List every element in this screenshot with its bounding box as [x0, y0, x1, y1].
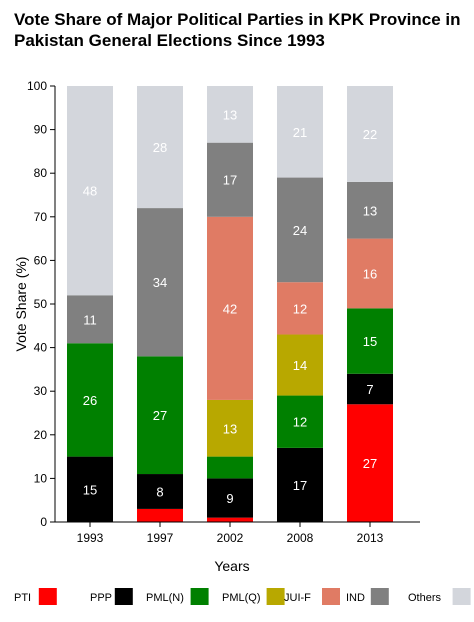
bar-pml-n-2013: [347, 373, 393, 405]
y-tick-label: 50: [34, 297, 48, 311]
data-label-pml-q-1993: 26: [83, 393, 97, 408]
legend-label-pml-n: PML(N): [146, 592, 184, 604]
data-label-others-2013: 13: [363, 203, 377, 218]
data-label-others-2002: 17: [223, 173, 237, 188]
y-tick-label: 10: [34, 471, 48, 485]
bar-others-1997: [137, 208, 183, 357]
data-label-jui-f-2002: 13: [223, 421, 237, 436]
data-label-others-light-1993: 48: [83, 184, 97, 199]
data-label-pml-n-2002: 9: [226, 491, 233, 506]
bar-ind-2008: [277, 282, 323, 335]
y-axis-title: Vote Share (%): [13, 257, 29, 352]
legend-label-pml-q: PML(Q): [222, 592, 261, 604]
bar-others-2013: [347, 181, 393, 239]
y-tick-label: 80: [34, 166, 48, 180]
x-tick-label-2013: 2013: [357, 531, 384, 545]
legend-label-pti: PTI: [14, 592, 31, 604]
data-label-ind-2002: 42: [223, 301, 237, 316]
data-label-pml-n-2008: 17: [293, 478, 307, 493]
data-label-others-light-1997: 28: [153, 140, 167, 155]
bar-pml-n-2008: [277, 447, 323, 522]
bar-pml-q-1993: [67, 343, 113, 457]
bar-others-light-1993: [67, 86, 113, 296]
legend-swatch-pml-n: [190, 588, 209, 605]
bar-ppp-1997: [137, 508, 183, 522]
x-tick-label-1997: 1997: [147, 531, 174, 545]
x-tick-label-2002: 2002: [217, 531, 244, 545]
bar-others-2008: [277, 177, 323, 283]
data-label-jui-f-2008: 14: [293, 358, 307, 373]
bar-ppp-2002: [207, 517, 253, 522]
y-tick-label: 90: [34, 123, 48, 137]
bar-pml-q-2013: [347, 308, 393, 374]
data-label-pml-n-1997: 8: [156, 484, 163, 499]
data-label-others-2008: 24: [293, 223, 307, 238]
chart-title: Vote Share of Major Political Parties in…: [14, 10, 461, 50]
bar-pti-2013: [347, 404, 393, 522]
bar-others-light-2002: [207, 86, 253, 143]
y-tick-label: 100: [27, 79, 47, 93]
data-label-others-light-2002: 13: [223, 107, 237, 122]
legend-swatch-ppp: [114, 588, 133, 605]
legend-swatch-jui-f: [322, 588, 340, 605]
bar-pml-q-2002: [207, 456, 253, 479]
data-label-ind-2008: 12: [293, 301, 307, 316]
y-tick-label: 70: [34, 210, 48, 224]
legend-label-others: Others: [408, 592, 442, 604]
bar-others-light-1997: [137, 86, 183, 209]
data-label-pml-n-1993: 15: [83, 482, 97, 497]
bar-pml-n-1993: [67, 456, 113, 522]
bar-jui-f-2002: [207, 399, 253, 457]
y-tick-label: 20: [34, 428, 48, 442]
data-label-others-light-2008: 21: [293, 125, 307, 140]
bar-ind-2013: [347, 238, 393, 309]
data-label-pml-n-2013: 7: [366, 382, 373, 397]
y-tick-label: 60: [34, 253, 48, 267]
bar-jui-f-2008: [277, 334, 323, 396]
legend-label-jui-f: JUI-F: [284, 592, 311, 604]
legend-swatch-pml-q: [266, 588, 285, 605]
bar-ind-2002: [207, 216, 253, 400]
y-tick-label: 30: [34, 384, 48, 398]
bar-others-light-2008: [277, 86, 323, 178]
x-tick-label-2008: 2008: [287, 531, 314, 545]
legend-swatch-ind: [370, 588, 389, 605]
bar-pml-q-1997: [137, 356, 183, 475]
data-label-others-1997: 34: [153, 275, 167, 290]
legend-swatch-pti: [38, 588, 57, 605]
legend-label-ind: IND: [346, 592, 365, 604]
bar-pml-q-2008: [277, 395, 323, 448]
data-label-pml-q-2008: 12: [293, 415, 307, 430]
bar-others-2002: [207, 142, 253, 217]
y-tick-label: 0: [40, 515, 47, 529]
data-label-ind-2013: 16: [363, 266, 377, 281]
x-axis-title: Years: [214, 558, 249, 574]
data-label-pti-2013: 27: [363, 456, 377, 471]
y-tick-label: 40: [34, 341, 48, 355]
x-tick-label-1993: 1993: [77, 531, 104, 545]
bar-pml-n-2002: [207, 478, 253, 518]
data-label-pml-q-2013: 15: [363, 334, 377, 349]
bar-pml-n-1997: [137, 474, 183, 509]
legend-label-ppp: PPP: [90, 592, 112, 604]
bar-others-1993: [67, 295, 113, 344]
data-label-pml-q-1997: 27: [153, 408, 167, 423]
bar-others-light-2013: [347, 86, 393, 182]
data-label-others-1993: 11: [83, 312, 97, 327]
data-label-others-light-2013: 22: [363, 127, 377, 142]
legend-swatch-others: [452, 588, 471, 605]
